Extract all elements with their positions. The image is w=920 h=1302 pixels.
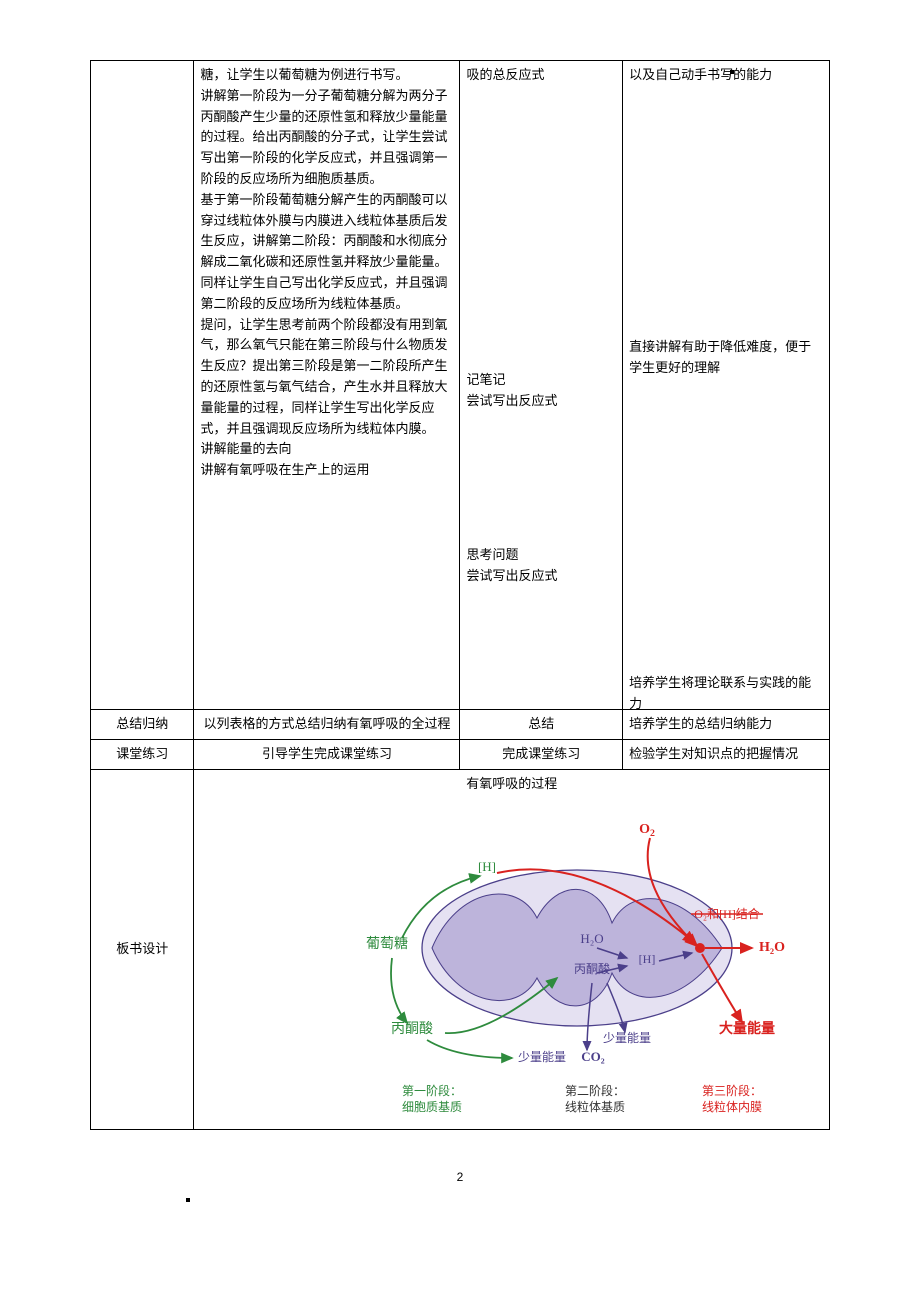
page-number: 2 [90,1170,830,1184]
svg-text:CO₂: CO₂ [581,1049,605,1064]
svg-text:大量能量: 大量能量 [719,1020,775,1037]
svg-text:葡萄糖: 葡萄糖 [366,936,408,952]
text-block: 糖，让学生以葡萄糖为例进行书写。 [200,65,453,86]
corner-marker [186,1198,190,1202]
row1-teacher: 糖，让学生以葡萄糖为例进行书写。 讲解第一阶段为一分子葡萄糖分解为两分子丙酮酸产… [194,61,460,710]
row2-student: 总结 [460,710,623,740]
text-block: 记笔记 尝试写出反应式 [466,370,557,412]
text-block: 以及自己动手书写的能力 [629,65,772,86]
text-block: 直接讲解有助于降低难度，便于学生更好的理解 [629,337,823,379]
table-row: 糖，让学生以葡萄糖为例进行书写。 讲解第一阶段为一分子葡萄糖分解为两分子丙酮酸产… [91,61,830,710]
lesson-plan-table: 糖，让学生以葡萄糖为例进行书写。 讲解第一阶段为一分子葡萄糖分解为两分子丙酮酸产… [90,60,830,1130]
text-block: 培养学生将理论联系与实践的能力 [629,673,823,715]
svg-text:丙酮酸: 丙酮酸 [391,1021,433,1037]
svg-text:丙酮酸: 丙酮酸 [574,961,610,976]
svg-text:线粒体基质: 线粒体基质 [565,1099,625,1114]
board-design-cell: 有氧呼吸的过程 O2[H]葡萄糖H₂O丙酮酸[H]O₂和[H]结合H₂O丙酮酸大… [194,769,830,1130]
text-block: 讲解第一阶段为一分子葡萄糖分解为两分子丙酮酸产生少量的还原性氢和释放少量能量的过… [200,86,453,190]
row3-teacher: 引导学生完成课堂练习 [194,739,460,769]
row3-label: 课堂练习 [91,739,194,769]
svg-text:细胞质基质: 细胞质基质 [402,1100,462,1114]
text-block: 讲解能量的去向 [200,439,453,460]
diagram-title: 有氧呼吸的过程 [200,774,823,795]
text-block: 思考问题 尝试写出反应式 [466,545,557,587]
text-block: 提问，让学生思考前两个阶段都没有用到氧气，那么氧气只能在第三阶段与什么物质发生反… [200,315,453,440]
svg-text:[H]: [H] [638,952,655,966]
svg-text:H₂O: H₂O [580,931,603,946]
table-row: 课堂练习 引导学生完成课堂练习 完成课堂练习 检验学生对知识点的把握情况 [91,739,830,769]
row4-label: 板书设计 [91,769,194,1130]
respiration-diagram: O2[H]葡萄糖H₂O丙酮酸[H]O₂和[H]结合H₂O丙酮酸大量能量少量能量C… [227,798,797,1118]
svg-text:O2: O2 [639,822,655,839]
row1-intent: 以及自己动手书写的能力 直接讲解有助于降低难度，便于学生更好的理解 培养学生将理… [623,61,830,710]
svg-text:H₂O: H₂O [759,940,785,955]
svg-text:少量能量: 少量能量 [518,1050,566,1064]
row2-teacher: 以列表格的方式总结归纳有氧呼吸的全过程 [194,710,460,740]
svg-text:少量能量: 少量能量 [603,1031,651,1045]
svg-text:第一阶段：: 第一阶段： [402,1083,462,1098]
row3-student: 完成课堂练习 [460,739,623,769]
text-block: 讲解有氧呼吸在生产上的运用 [200,460,453,481]
row1-student: 吸的总反应式 记笔记 尝试写出反应式 思考问题 尝试写出反应式 [460,61,623,710]
table-row: 板书设计 有氧呼吸的过程 O2[H]葡萄糖H₂O丙酮酸[H]O₂和[H]结合H₂… [91,769,830,1130]
svg-text:线粒体内膜: 线粒体内膜 [702,1099,762,1114]
svg-text:[H]: [H] [478,859,496,874]
svg-text:第二阶段：: 第二阶段： [565,1083,625,1098]
row1-label [91,61,194,710]
text-block: 基于第一阶段葡萄糖分解产生的丙酮酸可以穿过线粒体外膜与内膜进入线粒体基质后发生反… [200,190,453,315]
text-block: 吸的总反应式 [466,65,544,86]
row3-intent: 检验学生对知识点的把握情况 [623,739,830,769]
row2-label: 总结归纳 [91,710,194,740]
svg-text:第三阶段：: 第三阶段： [702,1083,762,1098]
